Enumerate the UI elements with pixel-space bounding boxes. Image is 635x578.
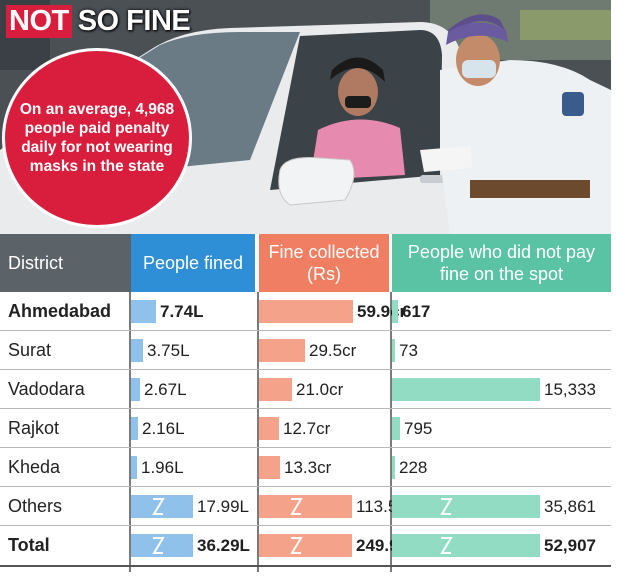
unpaid-value: 617 bbox=[402, 302, 431, 321]
fine-value: 59.9cr bbox=[357, 302, 407, 321]
row-divider bbox=[0, 525, 611, 526]
fine-bar bbox=[259, 534, 352, 557]
row-divider bbox=[0, 408, 611, 409]
column-divider bbox=[390, 292, 392, 572]
district-name: Vadodara bbox=[8, 379, 85, 399]
fine-bar bbox=[259, 300, 353, 323]
unpaid-value: 52,907 bbox=[544, 536, 596, 555]
fine-bar bbox=[259, 378, 292, 401]
unpaid-value: 795 bbox=[404, 419, 433, 438]
fined-value: 36.29L bbox=[197, 536, 250, 555]
table-row: Kheda 1.96L 13.3cr 228 bbox=[0, 448, 611, 487]
table-row: Total 36.29L 249.9cr 52,907 bbox=[0, 526, 611, 565]
row-divider bbox=[0, 486, 611, 487]
district-name: Total bbox=[8, 535, 50, 555]
column-divider bbox=[257, 292, 259, 572]
stat-badge-text: On an average, 4,968 people paid penalty… bbox=[19, 101, 175, 175]
fined-value: 3.75L bbox=[147, 341, 190, 360]
row-divider bbox=[0, 330, 611, 331]
fined-value: 1.96L bbox=[141, 458, 184, 477]
axis-break-icon bbox=[289, 498, 303, 515]
table-row: Surat 3.75L 29.5cr 73 bbox=[0, 331, 611, 370]
unpaid-bar bbox=[392, 339, 395, 362]
fined-value: 17.99L bbox=[197, 497, 249, 516]
unpaid-value: 15,333 bbox=[544, 380, 596, 399]
row-divider bbox=[0, 369, 611, 370]
fine-bar bbox=[259, 495, 352, 518]
axis-break-icon bbox=[152, 498, 165, 515]
table-row: Ahmedabad 7.74L 59.9cr 617 bbox=[0, 292, 611, 331]
district-name: Others bbox=[8, 496, 63, 516]
photo-panel: NOT SO FINE On an average, 4,968 people … bbox=[0, 0, 611, 234]
column-header-district: District bbox=[0, 234, 131, 292]
table-bottom-rule bbox=[0, 565, 611, 567]
fined-bar bbox=[131, 495, 193, 518]
district-name: Rajkot bbox=[8, 418, 60, 438]
table-row: Vadodara 2.67L 21.0cr 15,333 bbox=[0, 370, 611, 409]
headline-rest: SO FINE bbox=[77, 4, 191, 37]
fined-value: 7.74L bbox=[160, 302, 204, 321]
fine-bar bbox=[259, 456, 280, 479]
axis-break-icon bbox=[152, 537, 165, 554]
fine-bar bbox=[259, 339, 305, 362]
unpaid-bar bbox=[392, 417, 400, 440]
unpaid-bar bbox=[392, 534, 540, 557]
column-header-people-fined: People fined bbox=[131, 234, 255, 292]
column-header-fine-collected: Fine collected (Rs) bbox=[259, 234, 389, 292]
column-header-unpaid: People who did not pay fine on the spot bbox=[392, 234, 611, 292]
fined-bar bbox=[131, 378, 140, 401]
fined-bar bbox=[131, 417, 138, 440]
unpaid-bar bbox=[392, 300, 398, 323]
district-name: Kheda bbox=[8, 457, 61, 477]
district-name: Ahmedabad bbox=[8, 301, 112, 321]
axis-break-icon bbox=[440, 498, 454, 515]
stat-badge: On an average, 4,968 people paid penalty… bbox=[2, 48, 192, 228]
district-name: Surat bbox=[8, 340, 52, 360]
fined-value: 2.16L bbox=[142, 419, 185, 438]
table-row: Others 17.99L 113.5cr 35,861 bbox=[0, 487, 611, 526]
fined-bar bbox=[131, 300, 156, 323]
headline: NOT SO FINE bbox=[6, 4, 191, 38]
fined-bar bbox=[131, 534, 193, 557]
fine-value: 21.0cr bbox=[296, 380, 344, 399]
fined-bar bbox=[131, 456, 137, 479]
fine-value: 29.5cr bbox=[309, 341, 357, 360]
unpaid-value: 228 bbox=[399, 458, 428, 477]
row-divider bbox=[0, 447, 611, 448]
table-row: Rajkot 2.16L 12.7cr 795 bbox=[0, 409, 611, 448]
unpaid-bar bbox=[392, 456, 395, 479]
unpaid-bar bbox=[392, 495, 540, 518]
axis-break-icon bbox=[440, 537, 454, 554]
unpaid-value: 73 bbox=[399, 341, 418, 360]
unpaid-value: 35,861 bbox=[544, 497, 596, 516]
column-divider bbox=[129, 292, 131, 572]
fine-value: 12.7cr bbox=[283, 419, 331, 438]
headline-red-word: NOT bbox=[6, 4, 72, 38]
fined-value: 2.67L bbox=[144, 380, 187, 399]
fine-value: 13.3cr bbox=[284, 458, 332, 477]
axis-break-icon bbox=[289, 537, 303, 554]
fine-bar bbox=[259, 417, 279, 440]
fined-bar bbox=[131, 339, 143, 362]
unpaid-bar bbox=[392, 378, 540, 401]
